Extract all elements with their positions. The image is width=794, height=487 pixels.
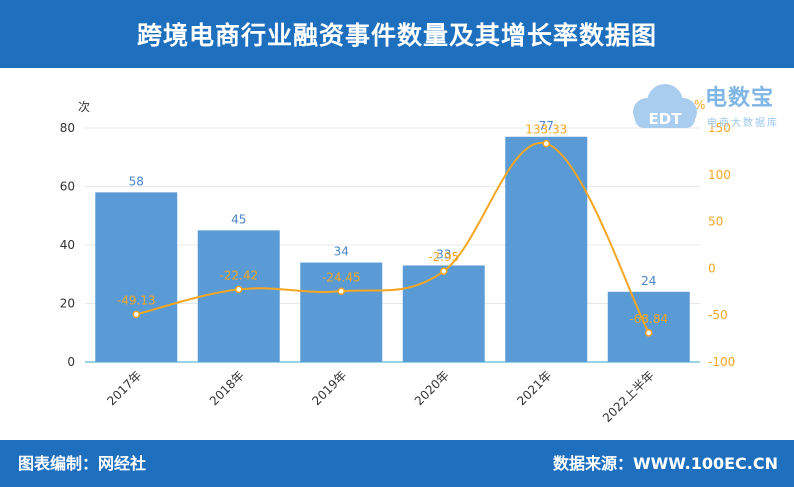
line-point [337, 287, 345, 296]
bar [402, 265, 485, 362]
line-point [440, 267, 448, 275]
footer-source: 数据来源：WWW.100EC.CN [552, 454, 778, 473]
cloud-logo-icon: EDT [633, 84, 697, 128]
bar [197, 230, 280, 362]
bar-value-label: 45 [231, 212, 246, 226]
right-axis-tick-label: -50 [708, 308, 728, 322]
right-axis-unit: % [694, 98, 705, 112]
left-axis-tick-label: 80 [60, 121, 75, 135]
x-axis-tick-label: 2020年 [412, 368, 452, 408]
x-axis-tick-label: 2021年 [514, 368, 554, 408]
chart-title: 跨境电商行业融资事件数量及其增长率数据图 [136, 21, 657, 50]
bar [300, 262, 383, 362]
footer-credit: 图表编制：网经社 [18, 454, 147, 473]
x-axis-tick-label: 2017年 [104, 368, 144, 408]
right-axis-tick-label: 0 [708, 261, 716, 275]
right-axis-tick-label: -100 [708, 355, 735, 369]
line-value-label: -22.42 [219, 268, 258, 282]
bar-value-label: 24 [641, 274, 656, 288]
line-point [645, 329, 653, 337]
logo-mark: EDT [649, 110, 683, 128]
combo-chart: 0 20 40 60 80次 -100 -50 0 50 100 150% 58 45 34 33 77 24 -… [60, 98, 736, 425]
bar [505, 136, 588, 362]
line-value-label: -2.95 [428, 250, 459, 264]
left-axis-tick-label: 20 [60, 297, 75, 311]
line-value-label: -24.45 [322, 270, 361, 284]
line-value-label: -68.84 [629, 312, 668, 326]
bar [607, 291, 690, 362]
chart-area: 0 20 40 60 80 次 -100 -50 0 50 100 150% 58 45 34 33 77 24 -… [0, 68, 794, 440]
bar-value-label: 58 [129, 174, 144, 188]
x-axis-tick-label: 2022上半年 [600, 368, 657, 425]
x-axis-tick-label: 2018年 [207, 368, 247, 408]
line-value-label: -49.13 [117, 293, 156, 307]
left-axis-tick-label: 40 [60, 238, 75, 252]
bar [95, 192, 178, 362]
title-bar: 跨境电商行业融资事件数量及其增长率数据图 [0, 0, 794, 68]
line-point [235, 285, 243, 294]
logo-name: 电数宝 [705, 86, 775, 111]
right-axis-tick-label: 100 [708, 168, 731, 182]
line-value-label: 133.33 [525, 123, 567, 137]
left-axis-tick-label: 60 [60, 180, 75, 194]
x-axis-tick-label: 2019年 [309, 368, 349, 408]
line-point [132, 310, 140, 319]
logo-tagline: 电商大数据库 [707, 118, 779, 129]
left-axis-tick-label: 0 [67, 355, 75, 369]
bar-value-label: 34 [334, 245, 349, 259]
bar-value-label: 77 [539, 119, 554, 133]
bar-value-label: 33 [436, 247, 451, 261]
logo: EDT 电数宝 电商大数据库 [625, 80, 790, 135]
left-axis-unit: 次 [78, 100, 90, 114]
footer-bar: 图表编制：网经社 数据来源：WWW.100EC.CN [0, 440, 794, 487]
line-point [542, 139, 550, 148]
right-axis-tick-label: 150 [708, 121, 731, 135]
right-axis-tick-label: 50 [708, 215, 723, 229]
